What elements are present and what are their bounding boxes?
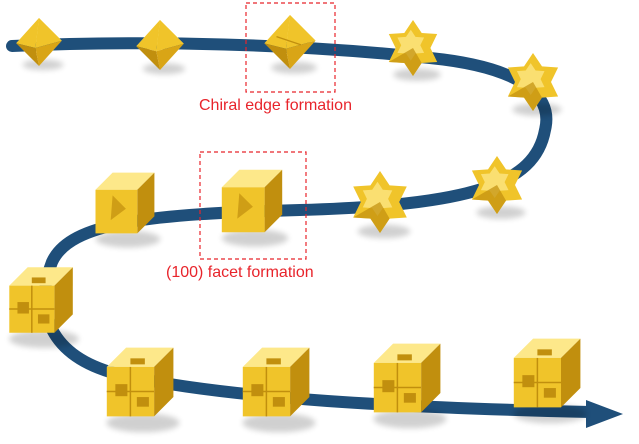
pathway-arrowhead [586,400,623,428]
facet-highlight-box [199,151,307,260]
particle-stage-1 [16,18,64,71]
particle-stage-7 [353,171,411,239]
particle-stage-5 [507,53,562,116]
particle-stage-9 [221,169,289,247]
facet-label: (100) facet formation [166,264,314,281]
particle-stage-14 [513,338,587,424]
chiral-edge-label: Chiral edge formation [199,97,352,114]
chiral-edge-highlight-box [245,2,336,93]
particle-stage-13 [373,343,447,429]
particle-stage-10 [9,267,79,348]
particle-stage-6 [471,156,526,219]
particle-stage-4 [388,20,441,81]
particle-stage-11 [106,347,180,433]
particle-stage-2 [136,20,186,75]
particle-stage-3 [264,15,317,74]
particle-sequence [9,15,587,433]
particle-stage-8 [95,172,161,248]
particle-stage-12 [242,347,316,433]
